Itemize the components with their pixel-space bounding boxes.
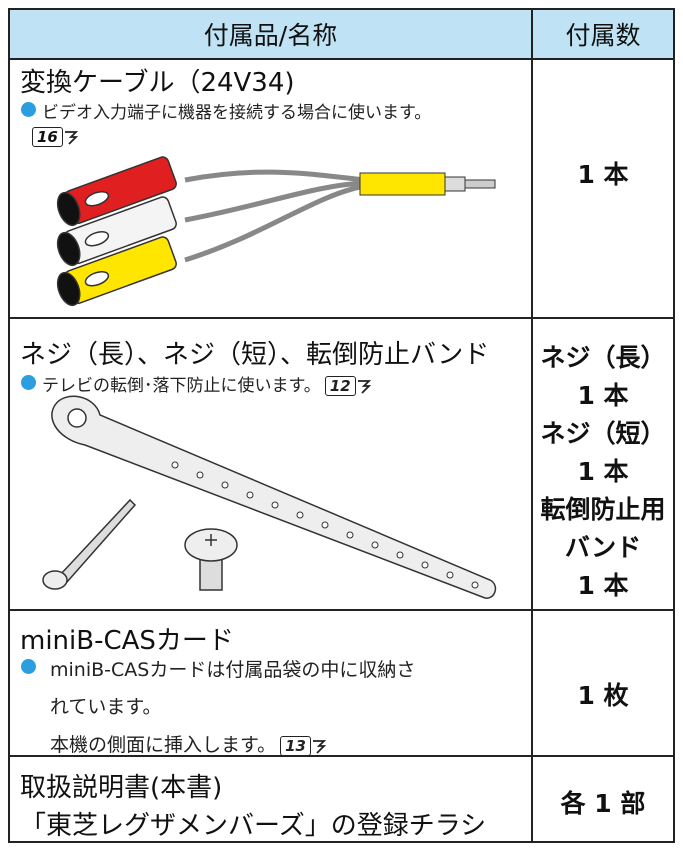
count: 1 本 xyxy=(577,571,629,600)
note-text: ビデオ入力端子に機器を接続する場合に使います。 xyxy=(42,103,432,123)
header-text: 付属品/名称 xyxy=(203,21,338,50)
item-name: 変換ケーブル（24V34) xyxy=(20,68,295,98)
cell xyxy=(531,755,675,843)
bullet xyxy=(21,659,36,674)
page-ref-box: 16 xyxy=(28,126,79,147)
item-name: 取扱説明書(本書) xyxy=(20,773,223,803)
note: miniB-CASカードは付属品袋の中に収納さ xyxy=(50,655,415,682)
header-cell: 付属品/名称 xyxy=(8,8,533,60)
item-name: miniB-CASカード xyxy=(20,626,234,656)
item-name: ネジ（長）、ネジ（短）、転倒防止バンド xyxy=(20,340,490,370)
count: 1 本 xyxy=(577,381,629,410)
count: 1 本 xyxy=(577,160,629,189)
page-ref-number: 16 xyxy=(32,126,63,147)
header-text: 付属数 xyxy=(565,21,641,50)
note-text: miniB-CASカードは付属品袋の中に収納さ xyxy=(50,659,416,681)
page-ref: 16 xyxy=(32,126,79,147)
item-name: 「東芝レグザメンバーズ」の登録チラシ xyxy=(20,811,487,841)
ref-arrow xyxy=(312,739,327,754)
count: バンド xyxy=(564,533,642,562)
screw-band-illustration xyxy=(42,395,497,599)
count: ネジ（短） xyxy=(540,419,666,448)
note: ビデオ入力端子に機器を接続する場合に使います。 xyxy=(42,98,431,123)
page-ref-number: 12 xyxy=(324,376,356,396)
count: ネジ（長） xyxy=(540,343,666,372)
page-ref: 13 xyxy=(280,735,327,756)
ref-arrow xyxy=(357,380,371,394)
page-ref-number: 13 xyxy=(280,735,311,756)
header-cell: 付属数 xyxy=(531,8,675,60)
count: 1 本 xyxy=(577,457,629,486)
ref-arrow xyxy=(64,130,79,145)
note: テレビの転倒･落下防止に使います。 12 xyxy=(42,371,372,396)
page-ref: 12 xyxy=(324,376,372,396)
note-text: テレビの転倒･落下防止に使います。 xyxy=(42,376,321,396)
note-text: 本機の側面に挿入します。 xyxy=(50,734,277,756)
cable-illustration xyxy=(56,156,496,307)
note: 本機の側面に挿入します。 13 xyxy=(50,730,327,757)
bullet xyxy=(21,375,36,390)
note-text: れています。 xyxy=(50,696,162,718)
note: れています。 xyxy=(50,692,162,719)
bullet xyxy=(21,102,36,117)
count: 各 1 部 xyxy=(560,789,646,818)
count: 1 枚 xyxy=(577,681,629,710)
count: 転倒防止用 xyxy=(540,495,666,524)
